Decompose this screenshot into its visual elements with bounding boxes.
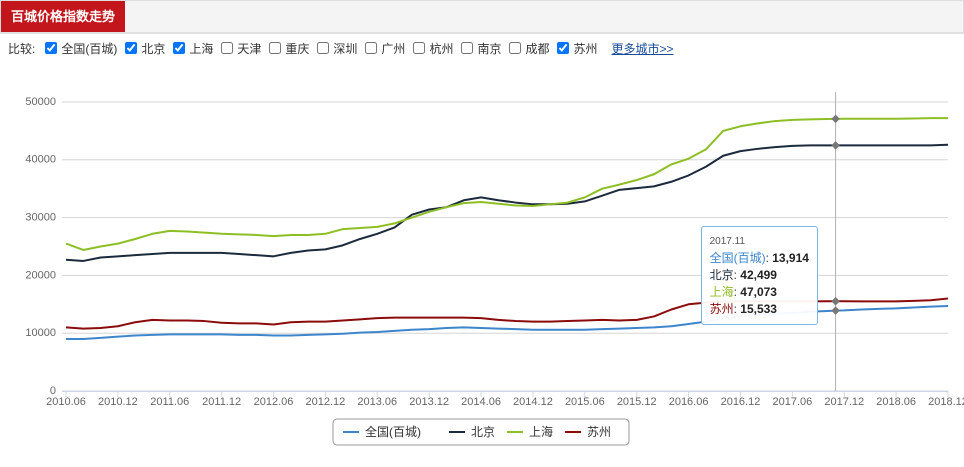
tooltip-row: 全国(百城): 13,914 <box>710 250 809 267</box>
city-name[interactable]: 南京 <box>477 41 502 56</box>
x-tick-label: 2011.12 <box>202 396 241 408</box>
page-title: 百城价格指数走势 <box>1 1 126 32</box>
city-option[interactable]: 重庆 <box>269 40 309 57</box>
tooltip-separator: : <box>733 302 741 316</box>
city-name[interactable]: 深圳 <box>333 41 358 56</box>
tooltip-name: 上海 <box>709 285 734 299</box>
city-name[interactable]: 天津 <box>237 41 262 56</box>
legend: 全国(百城) 北京 上海 苏州 <box>332 418 630 446</box>
city-checkbox[interactable] <box>125 42 138 54</box>
city-name[interactable]: 成都 <box>525 41 550 56</box>
city-name[interactable]: 苏州 <box>573 41 598 56</box>
y-tick-label: 10000 <box>25 327 56 339</box>
x-tick-label: 2018.06 <box>876 396 916 408</box>
y-tick-label: 30000 <box>25 212 56 224</box>
city-checkbox[interactable] <box>269 42 282 54</box>
city-checkbox[interactable] <box>317 42 330 54</box>
tooltip-row: 上海: 47,073 <box>710 284 809 301</box>
tooltip-separator: : <box>765 251 773 265</box>
city-name[interactable]: 重庆 <box>285 41 310 56</box>
x-tick-label: 2015.06 <box>565 396 605 408</box>
x-tick-label: 2016.06 <box>669 396 709 408</box>
legend-label: 苏州 <box>587 425 611 439</box>
tooltip-name: 北京 <box>709 268 734 282</box>
legend-box <box>332 418 630 446</box>
tooltip-separator: : <box>733 268 741 282</box>
city-checkbox[interactable] <box>413 42 426 54</box>
x-tick-label: 2013.12 <box>409 396 449 408</box>
city-name[interactable]: 全国(百城) <box>61 41 118 56</box>
x-tick-label: 2012.12 <box>306 396 346 408</box>
city-option[interactable]: 成都 <box>509 40 549 57</box>
more-cities-link[interactable]: 更多城市>> <box>611 41 674 56</box>
x-tick-label: 2011.06 <box>150 396 189 408</box>
tooltip-row: 苏州: 15,533 <box>710 301 809 318</box>
city-option[interactable]: 杭州 <box>413 40 453 57</box>
tooltip-title: 2017.11 <box>709 236 745 247</box>
hover-marker <box>831 114 840 124</box>
tooltip-value: 42,499 <box>740 268 777 282</box>
x-tick-label: 2017.06 <box>772 396 812 408</box>
city-name[interactable]: 北京 <box>141 41 166 56</box>
tooltip-row: 北京: 42,499 <box>710 267 809 284</box>
tooltip: 2017.11 全国(百城): 13,914 北京: 42,499 上海: 47,07… <box>700 226 818 325</box>
city-option[interactable]: 广州 <box>365 40 405 57</box>
x-tick-label: 2017.12 <box>824 396 864 408</box>
x-tick-label: 2015.12 <box>617 396 657 408</box>
city-name[interactable]: 广州 <box>381 41 406 56</box>
tooltip-value: 47,073 <box>740 285 777 299</box>
city-option[interactable]: 深圳 <box>317 40 357 57</box>
compare-bar: 比较: 全国(百城) 北京 上海 天津 重庆 深圳 广州 杭州 南京 成都 苏州 更多城市>> <box>8 38 674 58</box>
city-checkbox[interactable] <box>365 42 378 54</box>
y-tick-label: 50000 <box>25 96 56 108</box>
city-checkbox[interactable] <box>557 42 570 54</box>
x-tick-label: 2018.12 <box>928 396 964 408</box>
hover-marker <box>831 141 840 150</box>
city-option[interactable]: 北京 <box>125 40 165 57</box>
series-line <box>65 117 948 251</box>
city-checkbox[interactable] <box>221 42 234 54</box>
city-option[interactable]: 全国(百城) <box>45 40 117 57</box>
city-option[interactable]: 南京 <box>461 40 501 57</box>
city-checkbox[interactable] <box>461 42 474 54</box>
x-tick-label: 2016.12 <box>721 396 761 408</box>
x-tick-label: 2010.06 <box>46 396 86 408</box>
city-name[interactable]: 上海 <box>189 41 214 56</box>
x-tick-label: 2013.06 <box>357 396 397 408</box>
city-checkbox[interactable] <box>45 42 58 54</box>
series-line <box>65 143 949 262</box>
legend-label: 全国(百城) <box>365 424 421 439</box>
y-tick-label: 40000 <box>25 154 56 166</box>
tooltip-separator: : <box>733 285 741 299</box>
city-name[interactable]: 杭州 <box>429 41 454 56</box>
compare-label: 比较: <box>8 41 36 56</box>
hover-marker <box>831 296 840 306</box>
x-tick-label: 2010.12 <box>98 396 138 408</box>
city-option[interactable]: 天津 <box>221 40 261 57</box>
city-option[interactable]: 上海 <box>173 40 213 57</box>
x-tick-label: 2012.06 <box>254 396 294 408</box>
tooltip-value: 13,914 <box>772 251 809 265</box>
tooltip-value: 15,533 <box>740 302 777 316</box>
top-bar: 百城价格指数走势 <box>0 0 964 34</box>
x-tick-label: 2014.06 <box>461 396 501 408</box>
tooltip-name: 苏州 <box>709 302 734 316</box>
city-option[interactable]: 苏州 <box>557 40 598 57</box>
y-tick-label: 20000 <box>25 269 56 281</box>
tooltip-name: 全国(百城) <box>709 251 766 265</box>
x-tick-label: 2014.12 <box>513 396 553 408</box>
city-checkbox[interactable] <box>509 42 522 54</box>
hover-marker <box>831 306 840 315</box>
y-tick-label: 0 <box>50 385 56 397</box>
legend-label: 上海 <box>529 424 553 439</box>
city-checkbox[interactable] <box>173 42 186 54</box>
legend-label: 北京 <box>471 425 495 439</box>
